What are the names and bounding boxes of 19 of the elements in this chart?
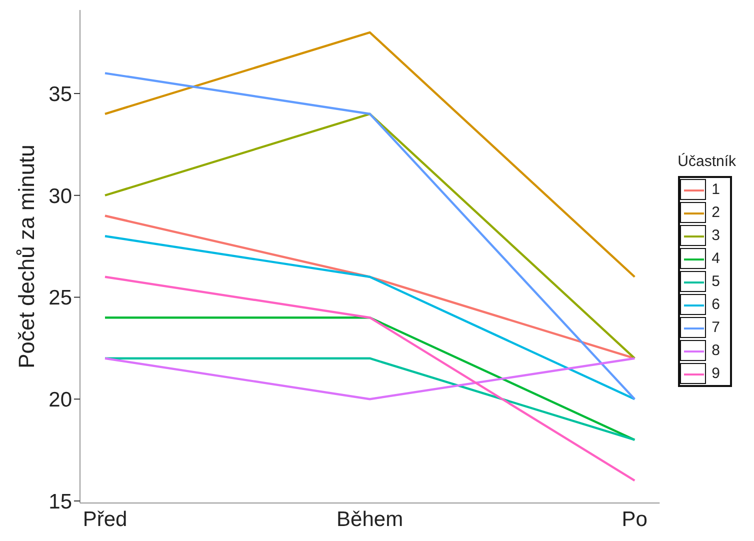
y-tick-label: 15 (48, 490, 72, 514)
y-tick-label: 35 (48, 82, 72, 106)
legend-label: 9 (712, 364, 721, 382)
x-tick-label: Po (622, 508, 648, 531)
y-tick-label: 20 (48, 388, 72, 412)
legend-label: 8 (712, 342, 721, 358)
x-tick-label: Během (336, 508, 404, 531)
legend-label: 3 (712, 226, 721, 244)
legend-title: Účastník (678, 152, 736, 170)
y-axis-title: Počet dechů za minutu (14, 144, 39, 368)
legend-label: 4 (712, 250, 721, 266)
legend-label: 6 (712, 296, 721, 312)
y-tick-label: 30 (48, 184, 72, 208)
legend-label: 5 (712, 272, 721, 290)
legend-label: 2 (712, 204, 721, 220)
legend-label: 7 (712, 318, 721, 336)
legend-label: 1 (712, 180, 721, 198)
x-tick-label: Před (82, 508, 128, 531)
y-tick-label: 25 (48, 286, 72, 310)
